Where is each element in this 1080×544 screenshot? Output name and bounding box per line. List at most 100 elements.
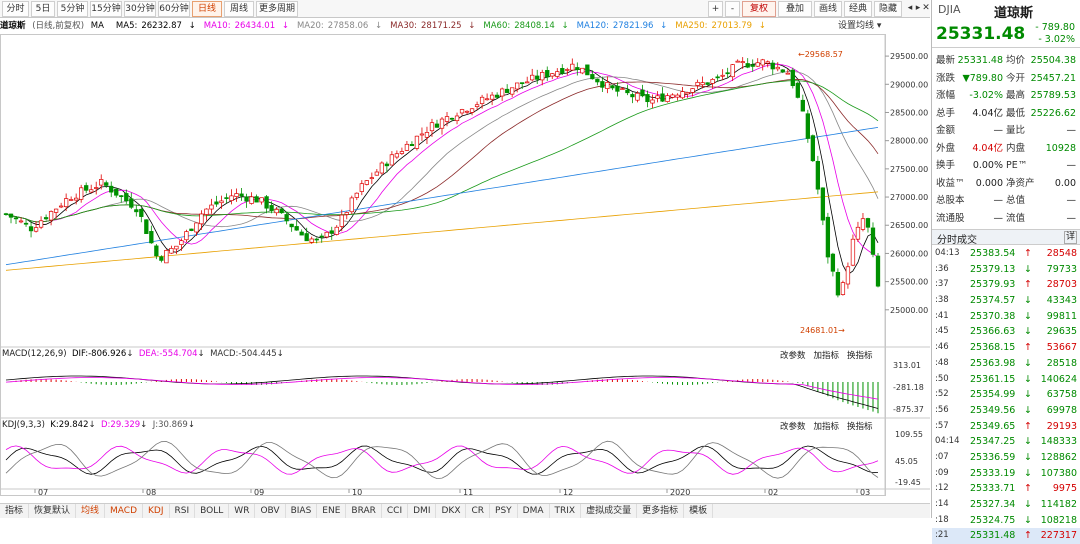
ma-label: MA60: xyxy=(483,21,511,31)
candle-body xyxy=(484,98,490,101)
ma-label: MA250: xyxy=(675,21,708,31)
kdj-add-indicator-button[interactable]: 加指标 xyxy=(813,422,840,432)
indicator-tab-8[interactable]: OBV xyxy=(255,504,286,518)
indicator-tab-18[interactable]: TRIX xyxy=(550,504,582,518)
candle-body xyxy=(159,256,164,261)
y-tick-label: 27000.00 xyxy=(890,193,928,202)
indicator-tab-20[interactable]: 更多指标 xyxy=(637,504,685,518)
trade-direction-icon: ↑ xyxy=(1024,248,1032,259)
candle-body xyxy=(89,189,94,193)
quote-value: — xyxy=(993,212,1004,224)
indicator-tab-15[interactable]: CR xyxy=(466,504,491,518)
trade-volume: 69978 xyxy=(1046,404,1077,416)
indicator-tab-11[interactable]: BRAR xyxy=(346,504,382,518)
candle-body xyxy=(725,72,730,75)
indicator-tab-19[interactable]: 虚拟成交量 xyxy=(581,504,638,518)
indicator-tab-10[interactable]: ENE xyxy=(317,504,347,518)
trades-list[interactable]: 04:13 25383.54 ↑ 28548:36 25379.13 ↓ 79733:37 2… xyxy=(932,246,1080,544)
tool-button-2[interactable]: 复权 xyxy=(742,1,776,17)
period-tab-8[interactable]: 更多周期 xyxy=(256,1,298,17)
kdj-edit-params-button[interactable]: 改参数 xyxy=(780,422,806,432)
candle-body xyxy=(540,72,545,81)
period-tab-5[interactable]: 60分钟 xyxy=(158,1,190,17)
indicator-tab-7[interactable]: WR xyxy=(229,504,256,518)
trade-volume: 128862 xyxy=(1040,451,1077,463)
indicator-tab-0[interactable]: 指标 xyxy=(0,504,30,518)
indicator-tab-6[interactable]: BOLL xyxy=(195,504,230,518)
indicator-tab-5[interactable]: RSI xyxy=(170,504,196,518)
close-icon[interactable]: ✕ xyxy=(922,3,930,13)
scroll-right-icon[interactable]: ▸ xyxy=(915,3,921,13)
candle-body xyxy=(249,196,254,204)
indicator-tab-9[interactable]: BIAS xyxy=(286,504,318,518)
candle-body xyxy=(610,85,615,89)
macd-edit-params-button[interactable]: 改参数 xyxy=(780,351,806,361)
trade-row: :38 25374.57 ↓ 43343 xyxy=(932,293,1080,309)
candle-body xyxy=(179,240,184,245)
y-tick-label: 26500.00 xyxy=(890,221,928,230)
candle-body xyxy=(154,245,159,257)
tool-button-6[interactable]: 隐藏 xyxy=(874,1,902,17)
period-tab-7[interactable]: 周线 xyxy=(224,1,254,17)
ma-item-7: MA250: 27013.79 ↓ xyxy=(675,21,770,31)
indicator-tab-14[interactable]: DKX xyxy=(436,504,467,518)
candle-body xyxy=(449,117,455,120)
candle-body xyxy=(134,209,139,213)
ma-settings-button[interactable]: 设置均线 ▾ xyxy=(838,21,882,31)
macd-switch-indicator-button[interactable]: 换指标 xyxy=(847,351,873,361)
chart-area[interactable]: 29500.00 29000.00 28500.00 28000.00 27500.00… xyxy=(0,34,930,496)
trades-detail-button[interactable]: 详 xyxy=(1063,231,1077,244)
period-tab-2[interactable]: 5分钟 xyxy=(57,1,88,17)
trade-row: :36 25379.13 ↓ 79733 xyxy=(932,262,1080,278)
x-tick-label: 08 xyxy=(146,488,156,496)
trade-direction-icon: ↓ xyxy=(1024,467,1032,479)
candle-body xyxy=(184,231,189,241)
candle-body xyxy=(765,61,770,64)
indicator-tab-17[interactable]: DMA xyxy=(518,504,550,518)
indicator-tab-21[interactable]: 模板 xyxy=(684,504,714,518)
macd-dif: DIF:-806.926 xyxy=(71,349,127,359)
indicator-tab-2[interactable]: 均线 xyxy=(76,504,106,518)
trade-volume: 107380 xyxy=(1040,467,1077,479)
period-tab-6[interactable]: 日线 xyxy=(192,1,222,17)
candle-body xyxy=(865,218,871,228)
indicator-tab-12[interactable]: CCI xyxy=(382,504,409,518)
candle-body xyxy=(479,96,485,104)
kdj-switch-indicator-button[interactable]: 换指标 xyxy=(847,422,873,432)
tool-button-3[interactable]: 叠加 xyxy=(778,1,812,17)
indicator-tab-13[interactable]: DMI xyxy=(408,504,437,518)
candle-body xyxy=(3,213,9,215)
kline-chart[interactable]: 29500.00 29000.00 28500.00 28000.00 27500.00… xyxy=(0,34,930,496)
indicator-tab-1[interactable]: 恢复默认 xyxy=(29,504,77,518)
trade-time: :14 xyxy=(935,499,949,509)
candle-body xyxy=(815,160,821,190)
period-tab-3[interactable]: 15分钟 xyxy=(90,1,122,17)
period-tab-0[interactable]: 分时 xyxy=(2,1,29,17)
candle-body xyxy=(494,94,500,98)
tool-button-0[interactable]: + xyxy=(708,1,723,17)
quote-header: DJIA 道琼斯 25331.48 - 789.80 - 3.02% xyxy=(932,0,1080,48)
tool-button-1[interactable]: - xyxy=(725,1,740,17)
candle-body xyxy=(795,82,800,98)
down-arrow-icon: ↓ xyxy=(756,21,766,31)
scroll-left-icon[interactable]: ◂ xyxy=(907,3,913,13)
candle-body xyxy=(800,99,805,112)
ma-item-6: MA120: 27821.96 ↓ xyxy=(577,21,672,31)
trade-time: 04:13 xyxy=(935,248,960,258)
candle-body xyxy=(770,62,775,70)
indicator-tab-16[interactable]: PSY xyxy=(490,504,518,518)
candle-body xyxy=(520,82,525,84)
indicator-tab-4[interactable]: KDJ xyxy=(143,504,170,518)
trade-price: 25324.75 xyxy=(970,514,1016,526)
indicator-tab-3[interactable]: MACD xyxy=(105,504,144,518)
period-tab-1[interactable]: 5日 xyxy=(31,1,55,17)
tool-button-5[interactable]: 经典 xyxy=(844,1,872,17)
candle-body xyxy=(760,59,765,66)
macd-add-indicator-button[interactable]: 加指标 xyxy=(813,351,840,361)
trade-row: :57 25349.65 ↑ 29193 xyxy=(932,419,1080,435)
period-tab-4[interactable]: 30分钟 xyxy=(124,1,156,17)
quote-value: 0.00 xyxy=(1054,177,1076,189)
candle-body xyxy=(685,92,690,95)
tool-button-4[interactable]: 画线 xyxy=(814,1,842,17)
candle-body xyxy=(830,253,836,272)
